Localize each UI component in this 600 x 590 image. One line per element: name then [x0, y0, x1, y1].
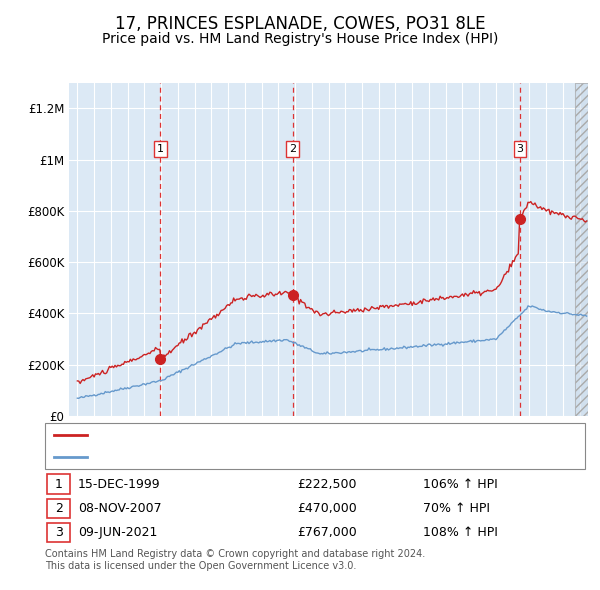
Text: 17, PRINCES ESPLANADE, COWES, PO31 8LE (detached house): 17, PRINCES ESPLANADE, COWES, PO31 8LE (…	[93, 431, 443, 441]
Text: 106% ↑ HPI: 106% ↑ HPI	[423, 477, 498, 491]
Text: 2: 2	[55, 502, 63, 515]
Text: 70% ↑ HPI: 70% ↑ HPI	[423, 502, 490, 515]
Text: 08-NOV-2007: 08-NOV-2007	[78, 502, 161, 515]
Text: 3: 3	[55, 526, 63, 539]
Text: £767,000: £767,000	[297, 526, 357, 539]
Text: Contains HM Land Registry data © Crown copyright and database right 2024.
This d: Contains HM Land Registry data © Crown c…	[45, 549, 425, 571]
Text: 3: 3	[517, 145, 524, 154]
Bar	[575, 83, 588, 416]
Text: 17, PRINCES ESPLANADE, COWES, PO31 8LE: 17, PRINCES ESPLANADE, COWES, PO31 8LE	[115, 15, 485, 33]
Text: 15-DEC-1999: 15-DEC-1999	[78, 477, 161, 491]
Text: Price paid vs. HM Land Registry's House Price Index (HPI): Price paid vs. HM Land Registry's House …	[102, 32, 498, 47]
Text: 09-JUN-2021: 09-JUN-2021	[78, 526, 157, 539]
Text: 1: 1	[157, 145, 164, 154]
Text: £222,500: £222,500	[297, 477, 356, 491]
Text: 1: 1	[55, 477, 63, 491]
Text: 2: 2	[289, 145, 296, 154]
Text: 108% ↑ HPI: 108% ↑ HPI	[423, 526, 498, 539]
Text: £470,000: £470,000	[297, 502, 357, 515]
Text: HPI: Average price, detached house, Isle of Wight: HPI: Average price, detached house, Isle…	[93, 451, 368, 461]
Bar	[575, 83, 588, 416]
